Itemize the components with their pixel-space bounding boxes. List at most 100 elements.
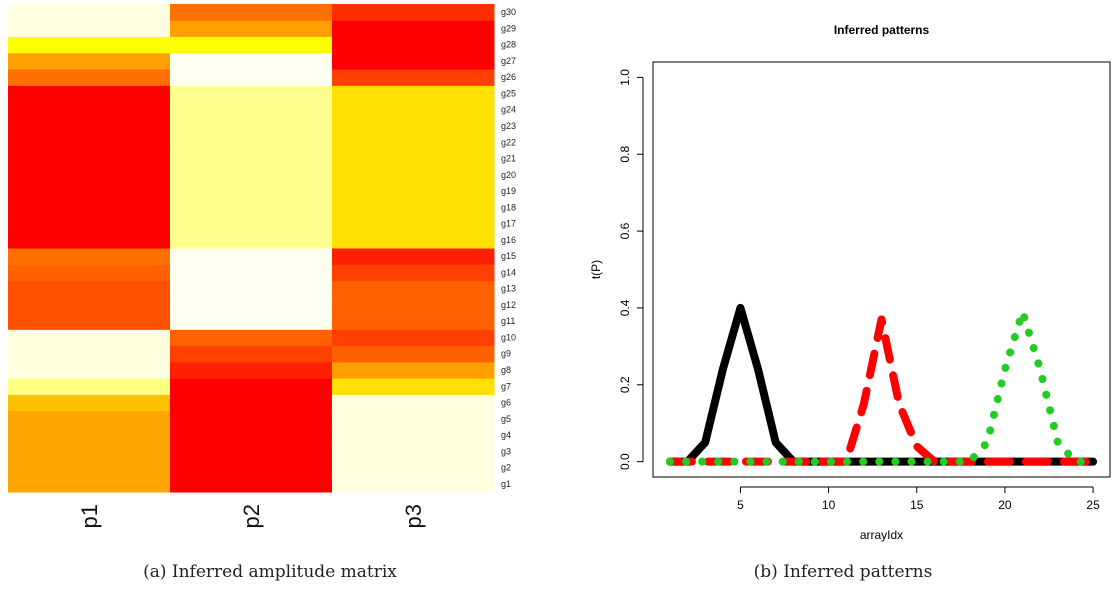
heatmap-cell-g27-p2 (170, 52, 333, 70)
heatmap-cell-g1-p2 (170, 475, 333, 493)
heatmap-cell-g10-p3 (332, 329, 495, 347)
heatmap-cell-g28-p3 (332, 36, 495, 54)
heatmap-cell-g11-p3 (332, 313, 495, 330)
row-label-g19: g19 (501, 186, 516, 196)
heatmap-cell-g14-p2 (170, 264, 333, 282)
heatmap-cell-g18-p3 (332, 199, 495, 216)
heatmap-cell-g3-p3 (332, 443, 495, 460)
x-tick-label-25: 25 (1086, 498, 1100, 512)
heatmap-cell-g29-p1 (8, 20, 171, 38)
heatmap-cell-g11-p1 (8, 313, 171, 330)
x-tick-label-15: 15 (910, 498, 924, 512)
y-axis-label: t(P) (589, 260, 603, 279)
heatmap-cell-g4-p3 (332, 426, 495, 444)
heatmap-cell-g21-p2 (170, 150, 333, 168)
heatmap-cell-g26-p2 (170, 69, 333, 86)
heatmap-cell-g8-p2 (170, 361, 333, 379)
row-label-g9: g9 (501, 349, 511, 359)
heatmap-cell-g17-p1 (8, 215, 171, 233)
caption-patterns: (b) Inferred patterns (753, 562, 933, 582)
heatmap-cell-g30-p3 (332, 4, 495, 21)
series-dashed-red-line (665, 315, 1098, 466)
row-label-g18: g18 (501, 202, 516, 212)
heatmap-cell-g15-p2 (170, 248, 333, 265)
heatmap-cell-g19-p1 (8, 182, 171, 200)
heatmap-cell-g24-p1 (8, 101, 171, 119)
row-label-g5: g5 (501, 414, 511, 424)
row-label-g22: g22 (501, 137, 516, 147)
heatmap-cell-g15-p3 (332, 248, 495, 265)
row-label-g26: g26 (501, 72, 516, 82)
heatmap-cell-g19-p3 (332, 182, 495, 200)
heatmap-cell-g9-p1 (8, 345, 171, 363)
chart-title: Inferred patterns (834, 23, 930, 37)
heatmap-cell-g12-p2 (170, 296, 333, 314)
heatmap-cell-g14-p3 (332, 264, 495, 282)
heatmap-cell-g22-p3 (332, 134, 495, 151)
heatmap-cell-g2-p2 (170, 459, 333, 477)
heatmap-cell-g6-p2 (170, 394, 333, 412)
heatmap-cell-g3-p2 (170, 443, 333, 460)
heatmap-cell-g28-p2 (170, 36, 333, 54)
heatmap-cell-g25-p1 (8, 85, 171, 103)
heatmap-cell-g17-p3 (332, 215, 495, 233)
row-label-g24: g24 (501, 105, 516, 115)
series-dotted-green-line (665, 307, 1098, 466)
heatmap-cell-g6-p3 (332, 394, 495, 412)
amplitude-heatmap: g1 g2 g3 g4 g5 g6 g7 g8 g9 g10 g11 g12 g13 g14 g15 g16 g… (8, 4, 516, 528)
heatmap-cell-g20-p2 (170, 166, 333, 184)
row-label-g30: g30 (501, 7, 516, 17)
heatmap-cell-g14-p1 (8, 264, 171, 282)
heatmap-cell-g6-p1 (8, 394, 171, 412)
column-label-p3: p3 (401, 504, 426, 528)
heatmap-cell-g12-p3 (332, 296, 495, 314)
heatmap-cell-g24-p3 (332, 101, 495, 119)
heatmap-cell-g5-p2 (170, 410, 333, 428)
heatmap-cell-g21-p1 (8, 150, 171, 168)
heatmap-cell-g27-p1 (8, 52, 171, 70)
row-label-g27: g27 (501, 56, 516, 66)
heatmap-cell-g27-p3 (332, 52, 495, 70)
row-label-g15: g15 (501, 251, 516, 261)
heatmap-cell-g17-p2 (170, 215, 333, 233)
row-label-g16: g16 (501, 235, 516, 245)
row-label-g2: g2 (501, 463, 511, 473)
heatmap-cell-g12-p1 (8, 296, 171, 314)
row-label-g10: g10 (501, 332, 516, 342)
heatmap-cell-g29-p3 (332, 20, 495, 38)
y-tick-label-5: 1.0 (618, 69, 632, 86)
heatmap-cell-g9-p2 (170, 345, 333, 363)
heatmap-cell-g5-p3 (332, 410, 495, 428)
row-label-g12: g12 (501, 300, 516, 310)
heatmap-cell-g2-p3 (332, 459, 495, 477)
row-label-g8: g8 (501, 365, 511, 375)
heatmap-cell-g4-p1 (8, 426, 171, 444)
heatmap-cell-g16-p2 (170, 231, 333, 249)
column-label-p1: p1 (77, 504, 102, 528)
heatmap-cell-g22-p1 (8, 134, 171, 151)
y-tick-label-2: 0.4 (618, 299, 632, 316)
heatmap-cell-g30-p2 (170, 4, 333, 21)
heatmap-cell-g15-p1 (8, 248, 171, 265)
heatmap-cell-g16-p3 (332, 231, 495, 249)
row-label-g25: g25 (501, 88, 516, 98)
heatmap-cell-g13-p3 (332, 280, 495, 298)
column-label-p2: p2 (239, 504, 264, 528)
heatmap-cell-g4-p2 (170, 426, 333, 444)
heatmap-cell-g2-p1 (8, 459, 171, 477)
row-label-g20: g20 (501, 170, 516, 180)
row-label-g29: g29 (501, 23, 516, 33)
heatmap-cell-g7-p2 (170, 378, 333, 395)
row-label-g4: g4 (501, 430, 511, 440)
y-tick-label-0: 0.0 (618, 453, 632, 470)
heatmap-cell-g10-p1 (8, 329, 171, 347)
row-label-g11: g11 (501, 316, 515, 326)
heatmap-cell-g11-p2 (170, 313, 333, 330)
heatmap-cell-g21-p3 (332, 150, 495, 168)
row-label-g14: g14 (501, 267, 516, 277)
heatmap-cell-g23-p1 (8, 117, 171, 135)
x-tick-label-10: 10 (822, 498, 836, 512)
heatmap-cell-g8-p3 (332, 361, 495, 379)
heatmap-cell-g22-p2 (170, 134, 333, 151)
x-axis-label: arrayIdx (860, 528, 903, 542)
